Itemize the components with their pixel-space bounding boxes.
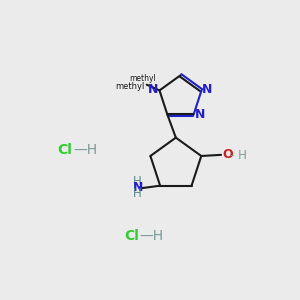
Text: N: N [202, 83, 213, 96]
Text: —H: —H [140, 229, 164, 243]
Text: N: N [195, 109, 206, 122]
Text: methyl: methyl [129, 74, 156, 83]
Text: N: N [132, 181, 143, 194]
Text: Cl: Cl [58, 143, 72, 157]
Text: - H: - H [230, 149, 247, 162]
Text: N: N [148, 83, 158, 96]
Text: H: H [133, 187, 142, 200]
Text: —H: —H [74, 143, 98, 157]
Text: Cl: Cl [124, 229, 139, 243]
Text: H: H [133, 175, 142, 188]
Text: O: O [222, 148, 233, 161]
Text: methyl: methyl [115, 82, 144, 91]
